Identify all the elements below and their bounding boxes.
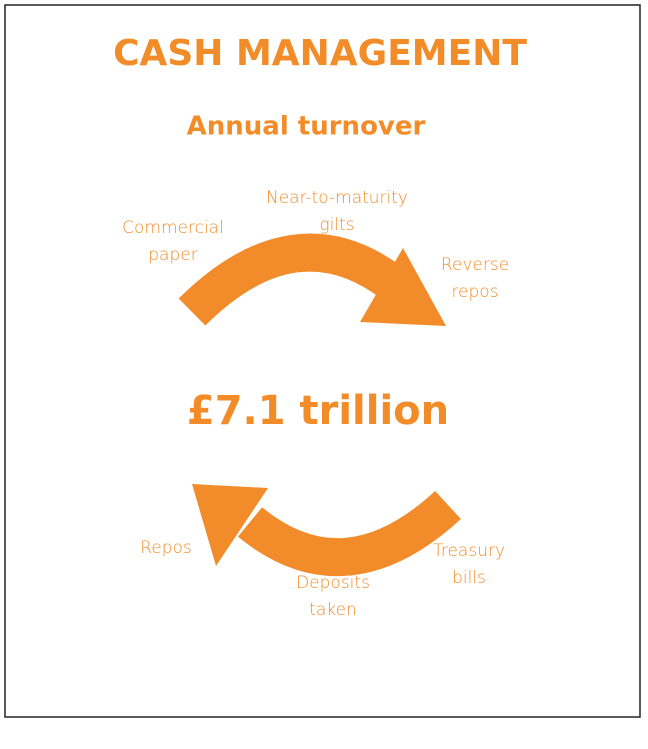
frame xyxy=(4,4,641,718)
subtitle: Annual turnover xyxy=(187,112,426,142)
arrow-bottom-body xyxy=(237,490,461,577)
flow-label: Repos xyxy=(140,538,192,558)
arrow-top-body xyxy=(178,233,404,326)
flow-label: repos xyxy=(451,282,498,302)
flow-label: bills xyxy=(452,568,486,588)
arrow-top-head xyxy=(360,248,446,326)
total: £7.1 trillion xyxy=(187,388,449,434)
flow-label: paper xyxy=(148,245,197,265)
flow-label: taken xyxy=(309,600,357,620)
flow-label: Near-to-maturity xyxy=(266,188,408,208)
flow-label: Reverse xyxy=(441,255,509,275)
flow-label: Treasury xyxy=(433,541,505,561)
title: CASH MANAGEMENT xyxy=(113,33,527,74)
arrow-bottom-head xyxy=(192,484,268,566)
flow-label: Deposits xyxy=(296,573,370,593)
flow-label: Commercial xyxy=(122,218,224,238)
flow-label: gilts xyxy=(319,215,354,235)
labels: Commercial paper Near-to-maturity gilts Reve… xyxy=(122,188,509,620)
